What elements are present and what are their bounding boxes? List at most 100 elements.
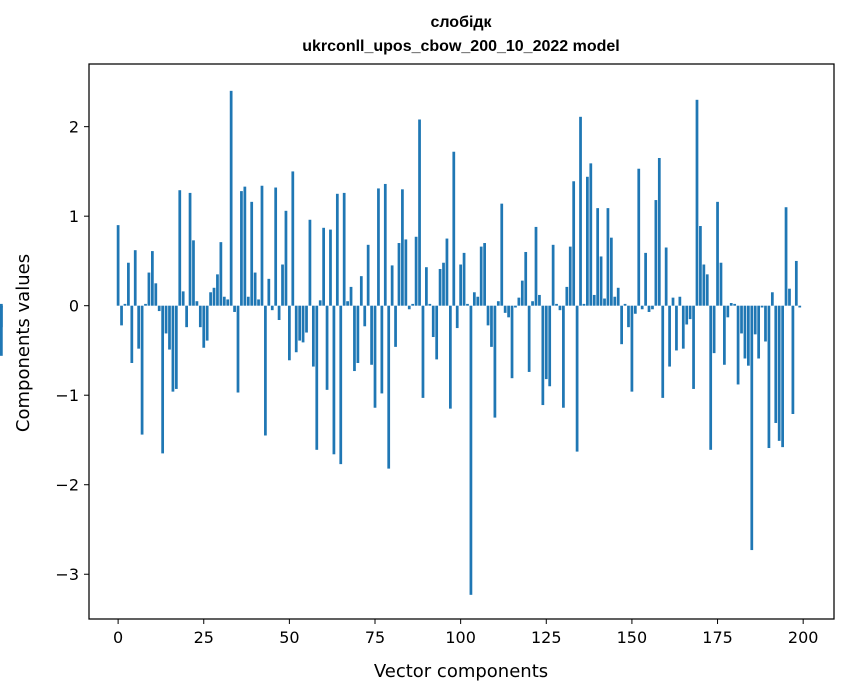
bar	[524, 251, 528, 306]
bar	[719, 262, 723, 306]
x-tick-label: 150	[617, 628, 648, 647]
bar	[685, 305, 689, 325]
bar	[551, 244, 555, 306]
bar	[558, 305, 562, 311]
bar	[151, 251, 154, 306]
bar	[123, 303, 127, 306]
bar	[318, 300, 322, 306]
bar	[339, 305, 343, 465]
y-tick-label: −1	[55, 386, 79, 405]
bar	[791, 305, 795, 414]
bar	[709, 305, 713, 450]
bar	[411, 303, 415, 306]
bar	[788, 288, 791, 306]
bar	[120, 305, 123, 326]
bar	[342, 192, 346, 306]
bar	[603, 298, 606, 306]
bar	[127, 262, 130, 306]
bar	[466, 303, 469, 306]
bar	[705, 274, 709, 306]
bar	[260, 185, 264, 306]
bar	[435, 305, 439, 360]
bar	[623, 303, 627, 306]
bar	[236, 305, 240, 393]
bar	[425, 267, 428, 306]
bar	[418, 119, 421, 306]
bar	[377, 188, 380, 306]
bar	[798, 305, 802, 308]
bar	[168, 305, 171, 350]
bar	[133, 250, 137, 306]
bar	[140, 305, 144, 435]
y-tick-label: 1	[69, 207, 79, 226]
bar	[329, 229, 332, 306]
bar	[390, 265, 394, 306]
bar	[157, 305, 161, 312]
bars-group	[0, 90, 802, 595]
bar	[712, 305, 716, 354]
bar	[781, 305, 784, 448]
bar	[383, 183, 387, 306]
bar	[353, 305, 356, 372]
bar	[270, 305, 274, 311]
bar	[397, 243, 401, 306]
x-tick-label: 75	[365, 628, 385, 647]
bar	[637, 168, 641, 306]
bar	[243, 186, 247, 306]
bar	[185, 305, 188, 328]
bar	[294, 305, 298, 353]
bar	[0, 305, 3, 328]
bar	[315, 305, 319, 450]
bar	[212, 287, 216, 306]
bar	[401, 189, 404, 306]
bar	[147, 272, 151, 306]
bar	[414, 236, 418, 306]
bar	[579, 116, 582, 306]
bar	[469, 305, 473, 595]
bar	[640, 305, 644, 310]
y-tick-label: 2	[69, 118, 79, 137]
bar	[209, 292, 212, 306]
bar	[733, 303, 737, 306]
bar	[740, 305, 743, 334]
bar	[729, 303, 733, 306]
bar	[308, 219, 312, 306]
bar	[794, 260, 798, 306]
bar	[520, 280, 524, 306]
bar	[589, 163, 593, 306]
bar	[493, 305, 497, 418]
bar	[510, 305, 514, 379]
y-axis-ticks: −3 −2 −1 0 1 2	[55, 118, 89, 584]
bar	[688, 305, 692, 320]
chart-title: слобідк	[430, 14, 492, 31]
bar	[370, 305, 373, 365]
bar	[257, 299, 260, 306]
bar	[264, 305, 267, 436]
bar	[627, 305, 630, 328]
bar	[181, 291, 185, 306]
bar	[671, 297, 675, 306]
bar	[116, 225, 120, 306]
bar	[325, 305, 329, 390]
bar	[198, 305, 202, 328]
bar	[380, 305, 384, 394]
bar	[647, 305, 651, 312]
bar	[442, 262, 445, 306]
y-tick-label: −2	[55, 476, 79, 495]
bar	[0, 305, 3, 308]
bar	[222, 296, 226, 306]
bar	[216, 274, 219, 306]
bar	[774, 305, 778, 423]
bar	[544, 305, 548, 380]
bar	[770, 292, 774, 306]
bar	[428, 303, 432, 306]
bar	[301, 305, 305, 343]
bar	[240, 191, 243, 306]
bar	[174, 305, 178, 389]
bar	[541, 305, 545, 406]
bar	[538, 294, 541, 306]
bar	[229, 90, 233, 306]
bar	[678, 296, 682, 306]
bar	[349, 286, 353, 306]
